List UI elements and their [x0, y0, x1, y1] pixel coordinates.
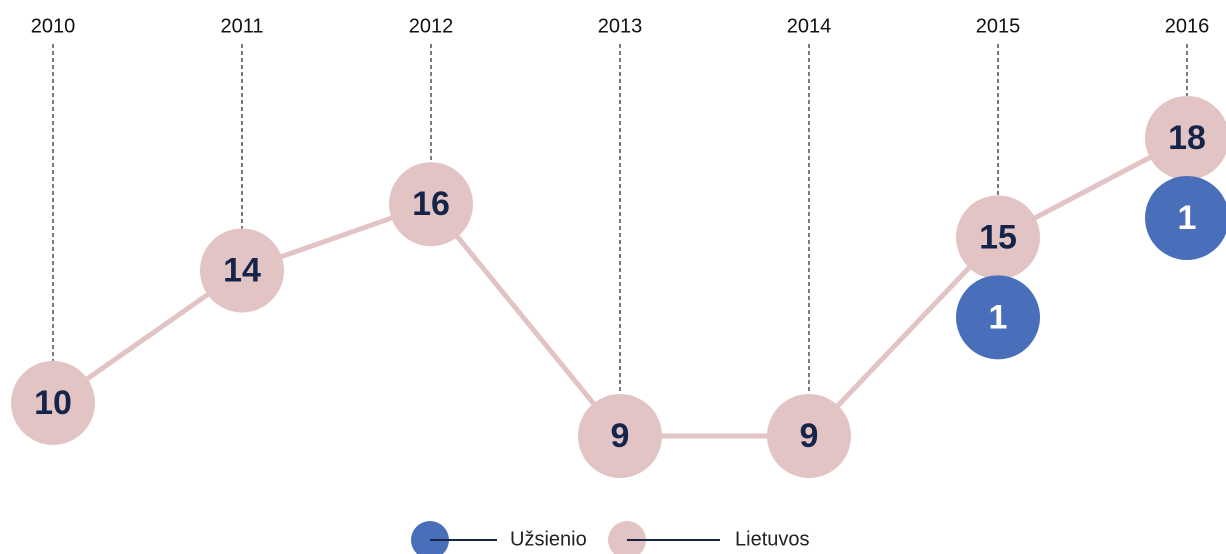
year-label: 2010	[31, 15, 76, 37]
legend-swatch	[608, 521, 646, 554]
bubble	[389, 162, 473, 247]
value-label: 15	[979, 218, 1017, 256]
value-label: 9	[800, 417, 819, 455]
value-label: 9	[611, 417, 630, 455]
value-label: 18	[1168, 119, 1206, 157]
bubble	[1145, 96, 1226, 180]
bubble	[956, 195, 1040, 280]
year-label: 2011	[220, 15, 263, 37]
year-label: 2013	[598, 15, 643, 37]
bubble	[956, 275, 1040, 360]
value-label: 1	[1178, 199, 1197, 237]
legend-swatch	[411, 521, 449, 554]
bubble	[578, 394, 662, 478]
bubble	[1145, 176, 1226, 260]
legend-label: Lietuvos	[735, 528, 810, 550]
value-label: 16	[412, 185, 450, 223]
value-label: 1	[989, 298, 1008, 336]
year-label: 2016	[1165, 15, 1210, 37]
bubble	[11, 360, 95, 445]
year-label: 2014	[787, 15, 832, 37]
value-label: 14	[223, 251, 261, 289]
legend-label: Užsienio	[510, 528, 587, 550]
year-label: 2015	[976, 15, 1021, 37]
bubble	[200, 228, 284, 313]
value-label: 10	[34, 384, 72, 422]
year-label: 2012	[409, 15, 454, 37]
bubble	[767, 394, 851, 478]
